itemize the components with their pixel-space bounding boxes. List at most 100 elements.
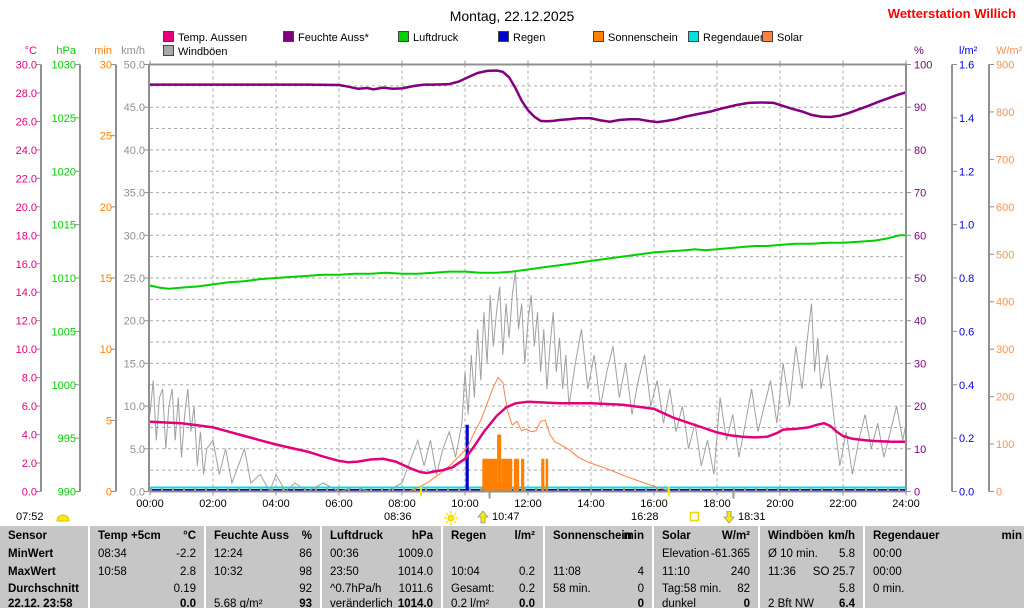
axis-tick-label: 800 bbox=[996, 107, 1014, 119]
axis-tick-label: 1.4 bbox=[959, 113, 974, 125]
axis-tick-label: 30.0 bbox=[124, 230, 145, 242]
series-luftdruck bbox=[149, 234, 906, 290]
axis-tick-label: 30.0 bbox=[16, 60, 37, 72]
axis-tick-label: 0.8 bbox=[959, 273, 974, 285]
x-axis-label: 22:00 bbox=[829, 498, 857, 510]
axis-tick-label: 20 bbox=[100, 202, 112, 214]
cell-value: 6.4 bbox=[839, 598, 855, 608]
table-column-regen: Regen l/m² 10:04 0.2 Gesamt: 0.2 0.2 l/m² 0.0 bbox=[443, 526, 543, 608]
table-column-temp-5cm: Temp +5cm °C 08:34 -2.2 10:58 2.8 0.19 0.0 bbox=[90, 526, 204, 608]
legend-swatch bbox=[593, 31, 604, 42]
bar-sonnenschein bbox=[541, 458, 545, 492]
row-label: Sensor bbox=[8, 530, 47, 542]
axis-tick-label: 40 bbox=[914, 316, 926, 328]
col-unit: min bbox=[1001, 530, 1022, 542]
axis-tick-label: 90 bbox=[914, 102, 926, 114]
x-axis-label: 18:00 bbox=[703, 498, 731, 510]
axis-tick-label: 60 bbox=[914, 230, 926, 242]
legend-label: Sonnenschein bbox=[608, 32, 678, 44]
axis-tick-label: 1.0 bbox=[959, 220, 974, 232]
x-axis-label: 16:00 bbox=[640, 498, 668, 510]
legend-label: Feuchte Auss* bbox=[298, 32, 369, 44]
sun-icon bbox=[444, 511, 458, 525]
axis-unit-label: hPa bbox=[56, 45, 76, 57]
cell-text: 5.68 g/m² bbox=[214, 598, 263, 608]
axis-tick-label: 1020 bbox=[52, 166, 76, 178]
axis-tick-label: 50 bbox=[914, 273, 926, 285]
x-axis-label: 10:00 bbox=[451, 498, 479, 510]
cell-value: 98 bbox=[299, 566, 312, 578]
cell-text: ^0.7hPa/h bbox=[330, 583, 382, 595]
axis-tick-label: 80 bbox=[914, 145, 926, 157]
axis-tick-label: 1005 bbox=[52, 326, 76, 338]
cell-value: 5.8 bbox=[839, 548, 855, 560]
legend-label: Windböen bbox=[178, 46, 228, 58]
cell-value: SO 25.7 bbox=[812, 566, 855, 578]
bar-sonnenschein bbox=[521, 458, 525, 492]
axis-tick-label: 600 bbox=[996, 202, 1014, 214]
cell-value: 0.0 bbox=[519, 598, 535, 608]
x-axis-label: 02:00 bbox=[199, 498, 227, 510]
dawn-time: 07:52 bbox=[16, 511, 44, 523]
axis-tick-label: 20.0 bbox=[16, 202, 37, 214]
legend-swatch bbox=[688, 31, 699, 42]
cell-text: 10:04 bbox=[451, 566, 480, 578]
cell-value: -61.365 bbox=[710, 548, 750, 560]
cell-value: 0 bbox=[637, 583, 644, 595]
table-column-sensor: Sensor MinWert MaxWert Durchschnitt 22.12. 2… bbox=[0, 526, 88, 608]
stats-table: Sensor MinWert MaxWert Durchschnitt 22.12. 2… bbox=[0, 526, 1024, 608]
x-axis-label: 00:00 bbox=[136, 498, 164, 510]
cell-value: 1014.0 bbox=[397, 566, 433, 578]
legend-swatch bbox=[498, 31, 509, 42]
cell-text: 00:00 bbox=[873, 566, 902, 578]
axis-tick-label: 8.0 bbox=[22, 373, 37, 385]
legend-label: Regendauer bbox=[703, 32, 764, 44]
axis-tick-label: 10 bbox=[914, 444, 926, 456]
arrow-down-icon bbox=[723, 510, 735, 525]
axis-tick-label: 50.0 bbox=[124, 60, 145, 72]
x-axis-label: 06:00 bbox=[325, 498, 353, 510]
axis-tick-label: 0.4 bbox=[959, 380, 974, 392]
axis-tick-label: 0.2 bbox=[959, 433, 974, 445]
axis-tick-label: 0.0 bbox=[22, 487, 37, 499]
table-column-sonnenschein: Sonnenschein min 11:08 4 58 min. 0 0 bbox=[545, 526, 652, 608]
axis-tick-label: 35.0 bbox=[124, 188, 145, 200]
axis-tick-label: 995 bbox=[58, 433, 76, 445]
col-unit: min bbox=[623, 530, 644, 542]
legend-swatch bbox=[398, 31, 409, 42]
axis-tick-label: 500 bbox=[996, 249, 1014, 261]
axis-tick-label: 5.0 bbox=[130, 444, 145, 456]
cell-text: 08:34 bbox=[98, 548, 127, 560]
axis-tick-label: 24.0 bbox=[16, 145, 37, 157]
axis-tick-label: 45.0 bbox=[124, 102, 145, 114]
cell-text: 0.2 l/m² bbox=[451, 598, 490, 608]
cell-value: 1011.6 bbox=[398, 583, 433, 595]
row-label: 22.12. 23:58 bbox=[8, 598, 73, 608]
cell-text: Tag:58 min. bbox=[662, 583, 722, 595]
axis-tick-label: 30 bbox=[914, 358, 926, 370]
axis-tick-label: 25.0 bbox=[124, 273, 145, 285]
table-column-feuchte-auss: Feuchte Auss% 12:24 86 10:32 98 92 5.68 g/m² 93 bbox=[206, 526, 320, 608]
row-label: MinWert bbox=[8, 548, 54, 560]
cell-value: 0.2 bbox=[519, 566, 535, 578]
weather-chart: 00:00 02:00 04:00 06:00 08:00 10:00 12:00 14:00… bbox=[16, 45, 1023, 510]
col-title: Temp +5cm bbox=[98, 530, 161, 542]
col-title: Luftdruck bbox=[330, 530, 384, 542]
series-solar bbox=[408, 376, 674, 492]
cell-value: 0 bbox=[637, 598, 644, 608]
arrow-up-icon bbox=[477, 510, 489, 525]
square-open-icon bbox=[689, 511, 700, 525]
cell-text: 58 min. bbox=[553, 583, 591, 595]
row-label: Durchschnitt bbox=[8, 583, 79, 595]
axis-tick-label: 1025 bbox=[52, 113, 76, 125]
axis-tick-label: 100 bbox=[996, 439, 1014, 451]
axis-tick-label: 100 bbox=[914, 60, 932, 72]
bar-sonnenschein bbox=[501, 458, 513, 492]
x-axis-label: 24:00 bbox=[892, 498, 920, 510]
axis-tick-label: 30 bbox=[100, 60, 112, 72]
col-unit: hPa bbox=[411, 530, 433, 542]
axis-tick-label: 16.0 bbox=[16, 259, 37, 271]
cell-text: 11:10 bbox=[662, 566, 690, 578]
cell-value: 2.8 bbox=[180, 566, 196, 578]
